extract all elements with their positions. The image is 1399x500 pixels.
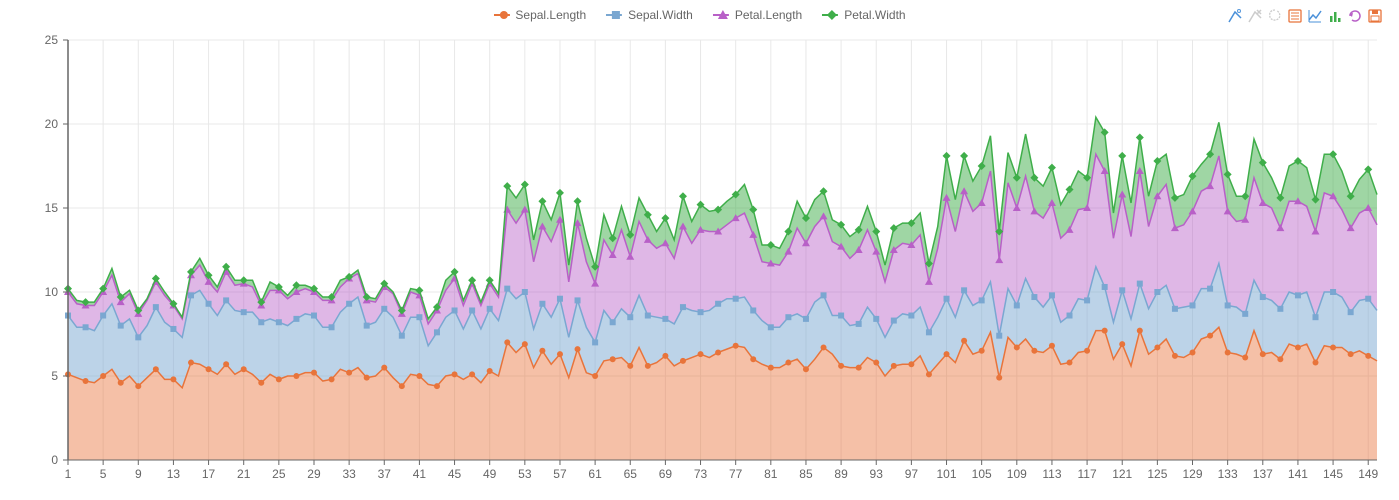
x-tick-label: 9 [135,467,142,481]
areas [68,117,1377,460]
diamond-marker-icon [822,10,838,20]
x-tick-label: 97 [905,467,919,481]
x-tick-label: 77 [729,467,743,481]
x-tick-label: 125 [1147,467,1167,481]
legend-item-petal-width[interactable]: Petal.Width [822,8,905,22]
x-tick-label: 53 [518,467,532,481]
x-tick-label: 5 [100,467,107,481]
legend-item-petal-length[interactable]: Petal.Length [713,8,802,22]
x-tick-label: 85 [799,467,813,481]
y-tick-label: 10 [45,285,59,299]
x-tick-label: 145 [1323,467,1343,481]
x-tick-label: 37 [378,467,392,481]
x-tick-label: 25 [272,467,286,481]
x-tick-label: 117 [1078,467,1097,481]
x-tick-label: 105 [972,467,992,481]
x-tick-label: 141 [1288,467,1308,481]
legend-label: Sepal.Width [628,8,693,22]
bar-chart-icon[interactable] [1327,8,1343,27]
x-tick-label: 65 [624,467,638,481]
x-tick-label: 101 [937,467,957,481]
line-cancel-icon[interactable] [1247,8,1263,27]
x-tick-label: 149 [1358,467,1378,481]
x-tick-label: 73 [694,467,708,481]
legend-label: Petal.Length [735,8,802,22]
legend-label: Sepal.Length [515,8,586,22]
x-tick-label: 49 [483,467,497,481]
y-tick-label: 20 [45,117,59,131]
y-tick-label: 25 [45,33,59,47]
x-tick-label: 69 [659,467,673,481]
x-tick-label: 45 [448,467,462,481]
x-tick-label: 93 [870,467,884,481]
x-tick-label: 137 [1253,467,1273,481]
circle-marker-icon [493,10,509,20]
chart-legend: Sepal.Length Sepal.Width Petal.Length Pe… [493,8,905,22]
square-marker-icon [606,10,622,20]
triangle-marker-icon [713,10,729,20]
line-marker-icon[interactable] [1227,8,1243,27]
y-tick-label: 15 [45,201,59,215]
x-tick-label: 21 [237,467,251,481]
y-tick-label: 5 [51,369,58,383]
x-tick-label: 109 [1007,467,1027,481]
x-tick-label: 121 [1112,467,1132,481]
data-view-icon[interactable] [1287,8,1303,27]
x-tick-label: 57 [553,467,567,481]
stacked-area-chart: 0510152025159131721252933374145495357616… [0,0,1399,500]
x-tick-label: 17 [202,467,216,481]
x-tick-label: 129 [1182,467,1202,481]
legend-label: Petal.Width [844,8,905,22]
x-tick-label: 41 [413,467,427,481]
chart-toolbar [1227,8,1383,27]
save-image-icon[interactable] [1367,8,1383,27]
restore-icon[interactable] [1347,8,1363,27]
x-tick-label: 89 [834,467,848,481]
x-tick-label: 33 [342,467,356,481]
line-chart-icon[interactable] [1307,8,1323,27]
legend-item-sepal-width[interactable]: Sepal.Width [606,8,693,22]
x-tick-label: 13 [167,467,181,481]
x-tick-label: 133 [1218,467,1238,481]
x-tick-label: 113 [1042,467,1061,481]
x-tick-label: 81 [764,467,778,481]
legend-item-sepal-length[interactable]: Sepal.Length [493,8,586,22]
lasso-icon[interactable] [1267,8,1283,27]
y-tick-label: 0 [51,453,58,467]
x-tick-label: 1 [65,467,72,481]
x-tick-label: 29 [307,467,321,481]
x-tick-label: 61 [588,467,602,481]
